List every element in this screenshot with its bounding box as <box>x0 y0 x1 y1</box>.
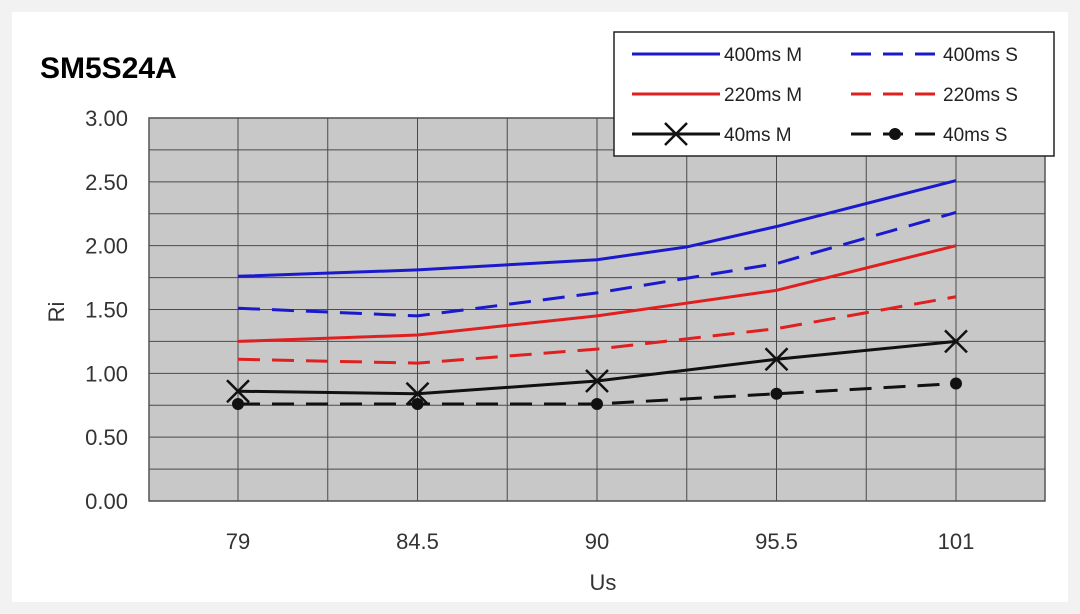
x-axis-label: Us <box>590 570 617 595</box>
series-40ms-s-marker <box>232 397 244 410</box>
legend-400ms-m-label: 400ms M <box>724 45 802 66</box>
series-40ms-m-marker <box>764 347 789 372</box>
series-layer <box>226 179 968 410</box>
series-400ms-m-line <box>237 179 957 278</box>
y-axis-ticks: 0.00 0.50 1.00 1.50 2.00 2.50 3.00 <box>85 106 128 514</box>
legend-220ms-m: 220ms M <box>632 85 802 106</box>
series-40ms-s-marker <box>411 397 424 410</box>
legend-40ms-s-label: 40ms S <box>943 125 1007 146</box>
chart: SM5S24A 0.00 0.50 1.00 1.50 2.00 2.50 3.00 79 8… <box>40 31 1055 595</box>
y-tick-label: 2.00 <box>85 234 128 259</box>
legend-220ms-s: 220ms S <box>851 85 1018 106</box>
legend: 400ms M 400ms S 220ms M 220ms S 40ms M 40ms S <box>613 31 1055 157</box>
y-tick-label: 3.00 <box>85 106 128 131</box>
legend-40ms-m-marker <box>664 122 688 146</box>
series-400ms-m <box>237 179 957 278</box>
legend-400ms-s-label: 400ms S <box>943 45 1018 66</box>
series-220ms-m <box>237 244 957 343</box>
y-axis-label: Ri <box>44 302 69 323</box>
x-tick-label: 84.5 <box>396 529 439 554</box>
legend-40ms-s: 40ms S <box>851 125 1007 146</box>
series-220ms-s-line <box>237 295 957 365</box>
series-40ms-s <box>232 377 962 410</box>
series-40ms-m-marker <box>405 381 430 406</box>
watermark: 上海雷卯电子 <box>847 554 1018 584</box>
y-tick-label: 1.00 <box>85 361 128 386</box>
y-tick-label: 0.00 <box>85 489 128 514</box>
legend-220ms-s-label: 220ms S <box>943 85 1018 106</box>
series-400ms-s <box>237 211 957 318</box>
legend-220ms-m-label: 220ms M <box>724 85 802 106</box>
series-40ms-m <box>226 329 968 406</box>
x-axis-ticks: 79 84.5 90 95.5 101 <box>226 529 975 554</box>
y-tick-label: 2.50 <box>85 170 128 195</box>
series-220ms-m-line <box>237 244 957 343</box>
y-tick-label: 1.50 <box>85 298 128 323</box>
x-tick-label: 101 <box>938 529 975 554</box>
series-400ms-s-line <box>237 211 957 318</box>
series-40ms-s-marker <box>770 387 783 400</box>
legend-400ms-m: 400ms M <box>632 45 802 66</box>
series-40ms-m-marker <box>944 329 968 354</box>
x-tick-label: 79 <box>226 529 250 554</box>
legend-40ms-m-label: 40ms M <box>724 125 792 146</box>
series-40ms-m-marker <box>226 379 250 404</box>
series-220ms-s <box>237 295 957 365</box>
legend-40ms-m: 40ms M <box>632 122 792 146</box>
watermark-text: 上海雷卯电子 <box>886 558 1018 583</box>
grid <box>149 117 1045 502</box>
legend-400ms-s: 400ms S <box>851 45 1018 66</box>
x-tick-label: 90 <box>585 529 609 554</box>
chart-frame: SM5S24A 0.00 0.50 1.00 1.50 2.00 2.50 3.00 79 8… <box>12 12 1068 602</box>
series-40ms-s-marker <box>950 377 962 390</box>
series-40ms-m-marker <box>585 369 609 393</box>
wechat-icon <box>847 554 886 584</box>
legend-40ms-s-marker <box>889 128 901 140</box>
y-tick-label: 0.50 <box>85 425 128 450</box>
chart-title: SM5S24A <box>40 52 177 85</box>
x-tick-label: 95.5 <box>755 529 798 554</box>
series-40ms-s-marker <box>591 397 603 410</box>
